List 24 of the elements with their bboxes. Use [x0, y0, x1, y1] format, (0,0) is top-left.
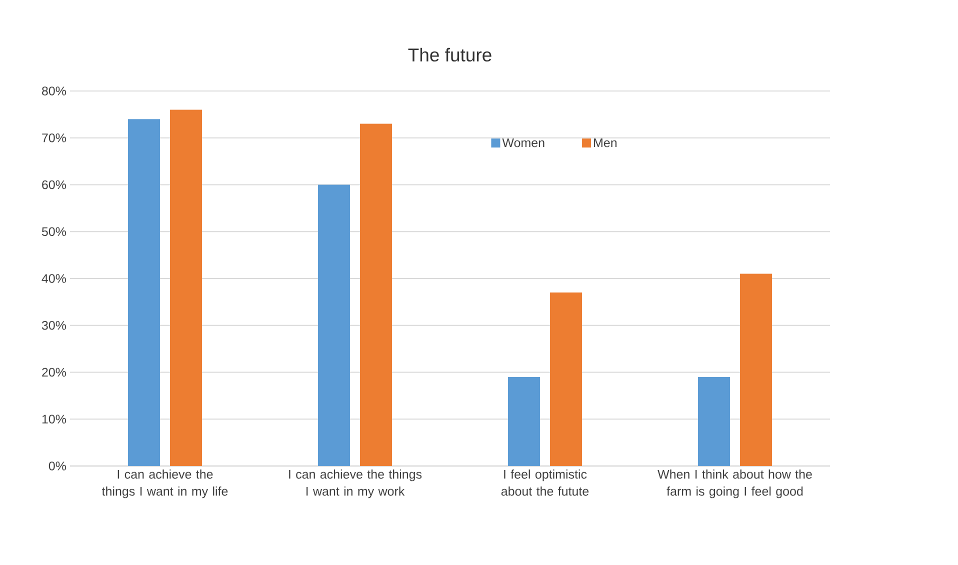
- y-tick-label: 70%: [42, 133, 66, 142]
- x-tick-label: I feel optimistic about the futute: [501, 470, 589, 496]
- legend-label: Men: [594, 138, 617, 148]
- y-tick-label: 20%: [42, 368, 66, 377]
- bar: [508, 376, 540, 466]
- chart-title: The future: [408, 48, 492, 62]
- bar: [128, 119, 160, 466]
- bar: [170, 110, 202, 466]
- bar: [318, 184, 350, 466]
- y-tick-label: 10%: [42, 414, 66, 424]
- y-tick-label: 40%: [42, 274, 66, 283]
- y-tick-label: 60%: [42, 180, 66, 190]
- y-tick-label: 50%: [42, 227, 66, 236]
- bar: [698, 376, 730, 466]
- y-tick-label: 0%: [48, 462, 66, 470]
- x-tick-label: When I think about how the farm is going I feel good: [658, 470, 812, 498]
- legend-label: Women: [502, 138, 544, 148]
- bar: [740, 274, 772, 466]
- y-tick-label: 80%: [42, 86, 66, 96]
- x-tick-label: I can achieve the things I want in my work: [289, 470, 422, 498]
- y-tick-label: 30%: [42, 320, 66, 330]
- bar: [360, 124, 392, 466]
- bar: [550, 292, 582, 466]
- x-tick-label: I can achieve the things I want in my life: [102, 470, 228, 498]
